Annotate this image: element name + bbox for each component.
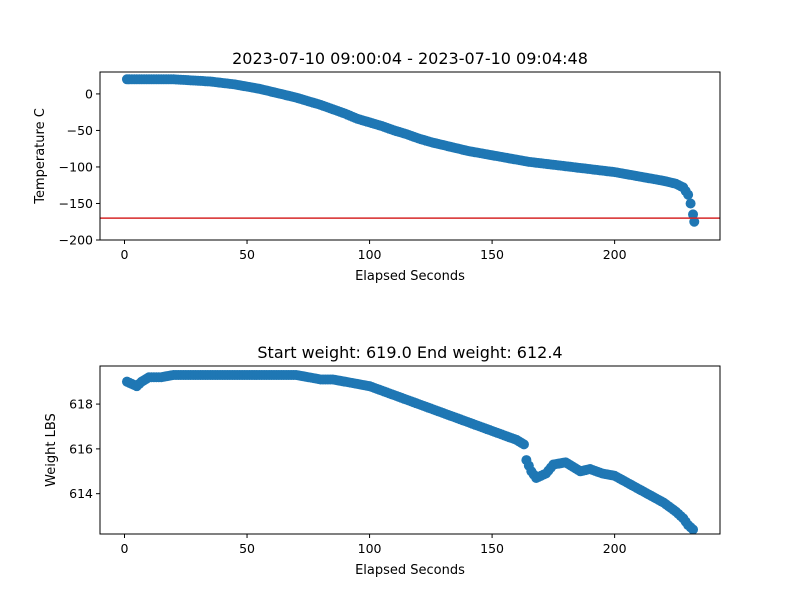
temperature-x-axis-label: Elapsed Seconds: [355, 269, 465, 284]
temperature-y-ticks: 0 −50 −100 −150 −200: [59, 86, 100, 248]
temperature-data-point: [689, 216, 700, 227]
temperature-plot: 2023-07-10 09:00:04 - 2023-07-10 09:04:4…: [33, 49, 721, 284]
weight-x-ticks: 0 50 100 150 200: [121, 534, 627, 556]
temperature-y-axis-label: Temperature C: [33, 108, 48, 205]
weight-data-point: [518, 439, 529, 450]
temperature-y-tick-label: −200: [59, 233, 93, 248]
weight-y-ticks: 614 616 618: [69, 397, 100, 501]
weight-plot: Start weight: 619.0 End weight: 612.4 0 5…: [44, 343, 721, 578]
temperature-plot-title: 2023-07-10 09:00:04 - 2023-07-10 09:04:4…: [232, 49, 588, 68]
temperature-data-point: [685, 198, 696, 209]
weight-data-point: [688, 524, 699, 535]
weight-y-tick-label: 614: [69, 486, 93, 501]
weight-y-tick-label: 618: [69, 397, 93, 412]
temperature-y-tick-label: −100: [59, 159, 93, 174]
temperature-y-tick-label: −150: [59, 196, 93, 211]
weight-y-tick-label: 616: [69, 441, 93, 456]
temperature-x-tick-label: 200: [603, 247, 627, 262]
temperature-y-tick-label: −50: [67, 123, 93, 138]
weight-x-tick-label: 50: [239, 541, 255, 556]
weight-x-tick-label: 0: [121, 541, 129, 556]
weight-y-axis-label: Weight LBS: [44, 413, 59, 487]
temperature-x-tick-label: 100: [358, 247, 382, 262]
weight-x-axis-label: Elapsed Seconds: [355, 563, 465, 578]
temperature-x-tick-label: 50: [239, 247, 255, 262]
weight-x-tick-label: 200: [603, 541, 627, 556]
temperature-x-ticks: 0 50 100 150 200: [121, 240, 627, 262]
weight-plot-title: Start weight: 619.0 End weight: 612.4: [257, 343, 562, 362]
weight-series: [121, 369, 699, 535]
temperature-data-point: [683, 189, 694, 200]
temperature-x-tick-label: 0: [121, 247, 129, 262]
temperature-plot-frame: [99, 71, 721, 241]
weight-x-tick-label: 100: [358, 541, 382, 556]
weight-plot-frame: [99, 365, 721, 535]
temperature-x-tick-label: 150: [480, 247, 504, 262]
weight-x-tick-label: 150: [480, 541, 504, 556]
temperature-y-tick-label: 0: [85, 86, 93, 101]
temperature-series: [100, 74, 720, 227]
